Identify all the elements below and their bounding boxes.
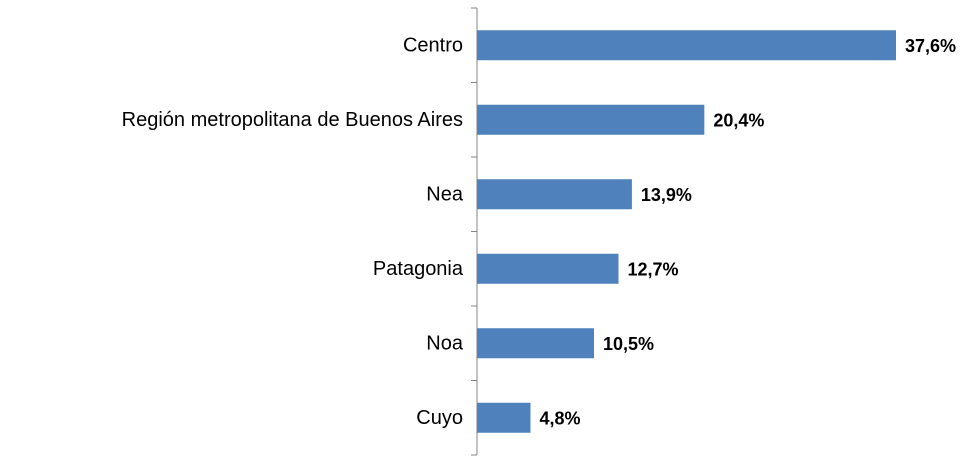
bar <box>477 402 531 433</box>
category-label: Región metropolitana de Buenos Aires <box>122 109 463 131</box>
category-label: Centro <box>403 35 463 57</box>
category-label: Patagonia <box>373 258 464 280</box>
data-label: 10,5% <box>603 334 654 354</box>
category-label: Cuyo <box>416 407 463 429</box>
bar <box>477 30 896 61</box>
bar <box>477 179 632 210</box>
data-label: 13,9% <box>641 185 692 205</box>
data-label: 20,4% <box>713 111 764 131</box>
data-label: 4,8% <box>539 409 580 429</box>
data-label: 37,6% <box>905 36 956 56</box>
category-label: Nea <box>426 184 464 206</box>
bar <box>477 104 705 135</box>
bar <box>477 253 619 284</box>
data-label: 12,7% <box>628 260 679 280</box>
category-label: Noa <box>426 333 464 355</box>
bar <box>477 328 595 359</box>
